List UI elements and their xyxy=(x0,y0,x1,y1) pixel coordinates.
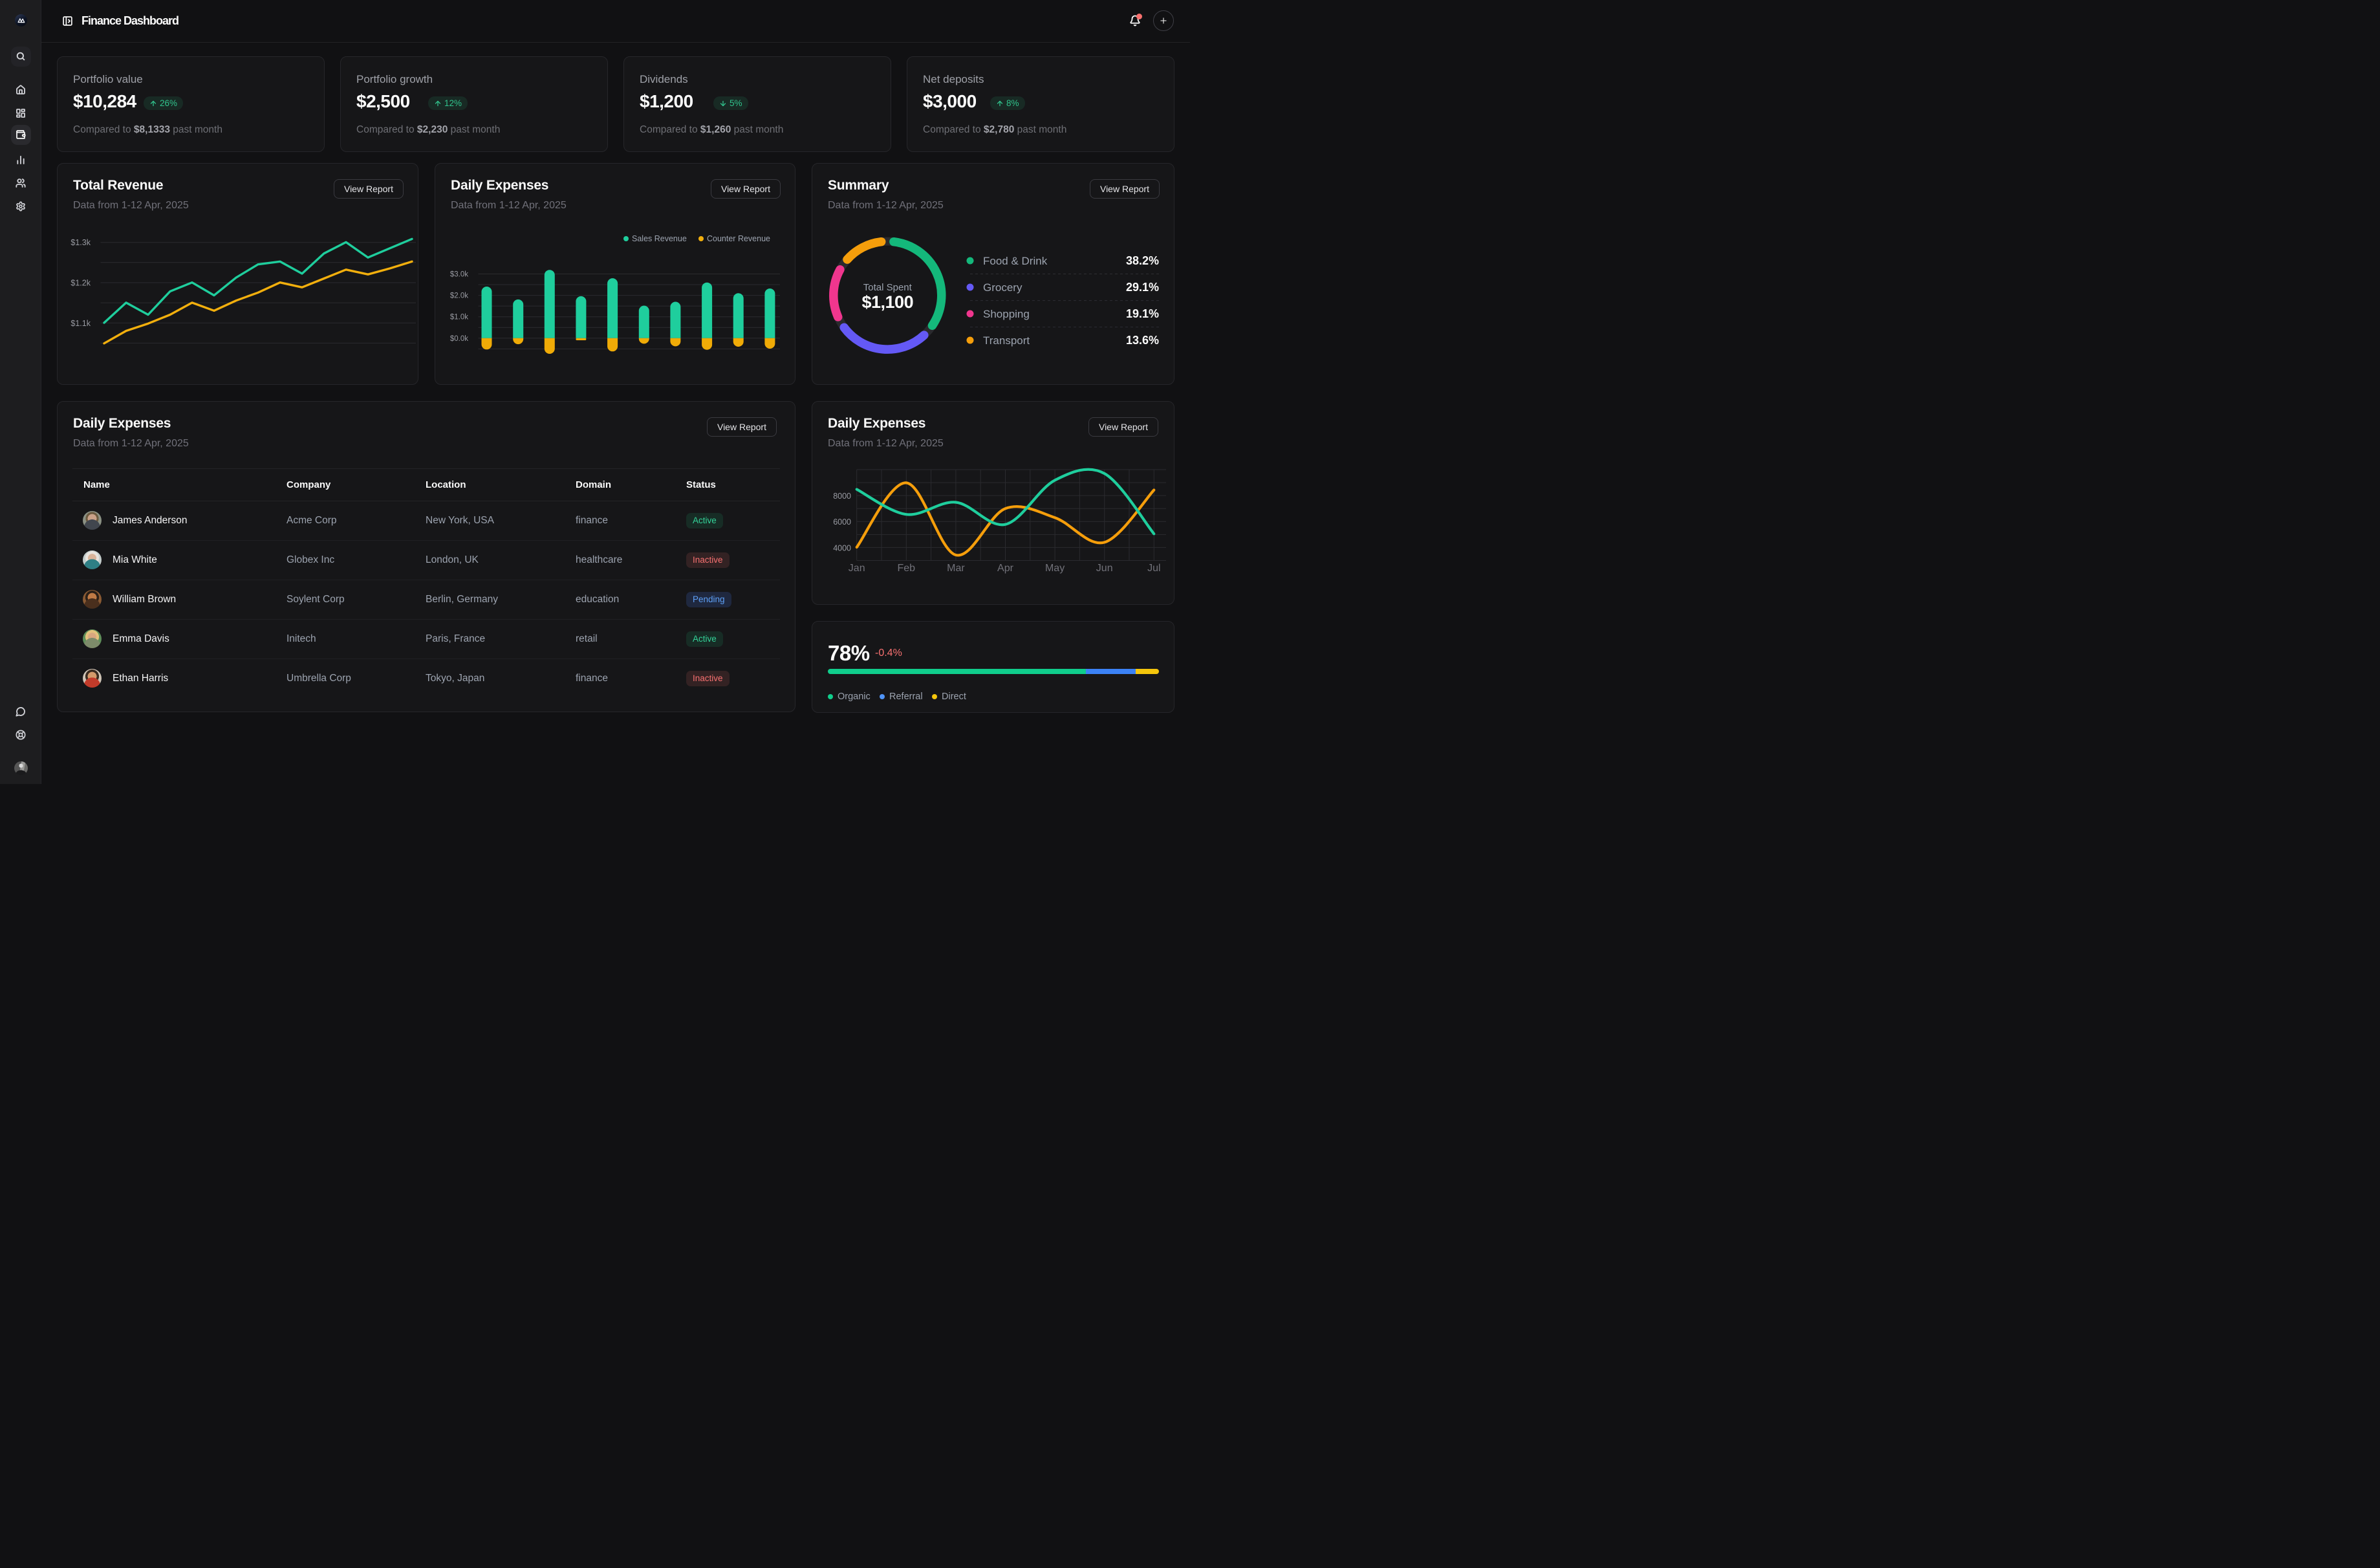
svg-text:29.1%: 29.1% xyxy=(1126,281,1159,294)
svg-text:Apr: Apr xyxy=(997,563,1014,574)
svg-text:Jun: Jun xyxy=(1096,563,1113,574)
svg-text:19.1%: 19.1% xyxy=(1126,307,1159,320)
svg-text:8000: 8000 xyxy=(833,492,851,501)
svg-text:13.6%: 13.6% xyxy=(1126,334,1159,347)
svg-text:Counter Revenue: Counter Revenue xyxy=(707,234,770,243)
svg-text:Food & Drink: Food & Drink xyxy=(983,255,1048,267)
svg-text:Transport: Transport xyxy=(983,334,1030,347)
svg-text:6000: 6000 xyxy=(833,517,851,527)
svg-text:$1,100: $1,100 xyxy=(862,292,914,312)
svg-text:$1.2k: $1.2k xyxy=(70,279,91,288)
svg-text:$3.0k: $3.0k xyxy=(450,271,468,279)
svg-text:Jan: Jan xyxy=(849,563,865,574)
svg-text:Grocery: Grocery xyxy=(983,281,1022,294)
svg-text:May: May xyxy=(1045,563,1065,574)
svg-text:$2.0k: $2.0k xyxy=(450,292,468,300)
svg-text:$1.3k: $1.3k xyxy=(70,238,91,247)
svg-text:Sales Revenue: Sales Revenue xyxy=(632,234,687,243)
svg-text:$0.0k: $0.0k xyxy=(450,335,468,343)
svg-text:Feb: Feb xyxy=(898,563,916,574)
svg-text:Jul: Jul xyxy=(1147,563,1160,574)
svg-text:4000: 4000 xyxy=(833,544,851,553)
svg-text:Total Spent: Total Spent xyxy=(863,282,913,293)
svg-text:$1.1k: $1.1k xyxy=(70,319,91,328)
svg-text:38.2%: 38.2% xyxy=(1126,254,1159,267)
svg-text:$1.0k: $1.0k xyxy=(450,314,468,321)
svg-text:Mar: Mar xyxy=(947,563,965,574)
svg-text:Shopping: Shopping xyxy=(983,308,1030,320)
